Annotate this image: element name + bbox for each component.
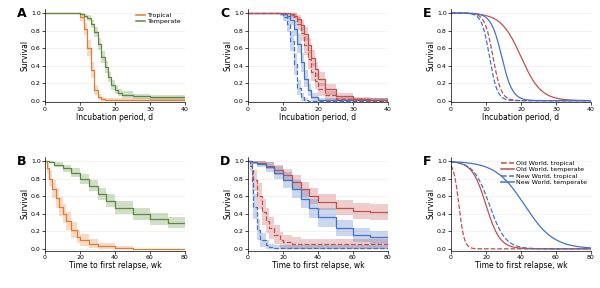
Text: C: C (220, 7, 229, 20)
Text: E: E (423, 7, 431, 20)
Text: B: B (17, 155, 26, 168)
X-axis label: Incubation period, d: Incubation period, d (76, 113, 154, 122)
Text: A: A (17, 7, 26, 20)
Y-axis label: Survival: Survival (20, 188, 29, 219)
Legend: Old World, tropical, Old World, temperate, New World, tropical, New World, tempe: Old World, tropical, Old World, temperat… (500, 160, 588, 186)
Y-axis label: Survival: Survival (427, 188, 436, 219)
X-axis label: Time to first relapse, wk: Time to first relapse, wk (475, 261, 568, 270)
Y-axis label: Survival: Survival (224, 188, 233, 219)
Legend: Tropical, Temperate: Tropical, Temperate (135, 12, 182, 25)
X-axis label: Incubation period, d: Incubation period, d (482, 113, 560, 122)
X-axis label: Incubation period, d: Incubation period, d (280, 113, 356, 122)
Y-axis label: Survival: Survival (427, 40, 436, 71)
Text: F: F (423, 155, 431, 168)
Y-axis label: Survival: Survival (224, 40, 233, 71)
X-axis label: Time to first relapse, wk: Time to first relapse, wk (272, 261, 364, 270)
Y-axis label: Survival: Survival (20, 40, 29, 71)
X-axis label: Time to first relapse, wk: Time to first relapse, wk (68, 261, 161, 270)
Text: D: D (220, 155, 230, 168)
